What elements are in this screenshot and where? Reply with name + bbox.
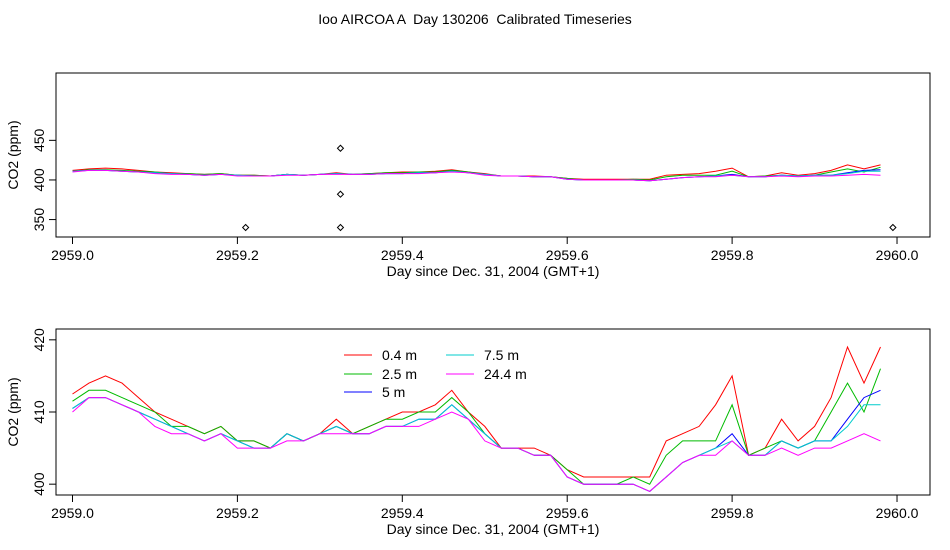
page-title: Ioo AIRCOA A Day 130206 Calibrated Times…	[318, 11, 632, 27]
x-tick-label: 2959.0	[51, 247, 94, 263]
x-tick-label: 2959.4	[381, 247, 424, 263]
legend-label: 7.5 m	[484, 347, 519, 363]
y-tick-label: 410	[31, 400, 47, 424]
x-tick-label: 2959.6	[546, 505, 589, 521]
y-axis-title: CO2 (ppm)	[5, 377, 21, 446]
legend-label: 5 m	[382, 384, 405, 400]
x-axis-title: Day since Dec. 31, 2004 (GMT+1)	[387, 521, 600, 537]
x-tick-label: 2959.8	[711, 247, 754, 263]
outlier-point	[336, 190, 345, 198]
x-tick-label: 2959.2	[216, 505, 259, 521]
series-line-7_5m	[72, 169, 881, 182]
x-tick-label: 2959.8	[711, 505, 754, 521]
chart-panel-bottom: 2959.0 2959.2 2959.4 2959.6 2959.8 2960.0 Day …	[5, 328, 931, 537]
x-tick-label: 2959.6	[546, 247, 589, 263]
x-axis-title: Day since Dec. 31, 2004 (GMT+1)	[387, 263, 600, 279]
series-line-5m	[72, 169, 881, 182]
series-line-7_5m	[72, 397, 881, 492]
y-tick-label: 350	[31, 208, 47, 232]
series-line-24_4m	[72, 397, 881, 492]
outlier-point	[336, 144, 345, 152]
series-line-2_5m	[72, 368, 881, 485]
legend-label: 2.5 m	[382, 366, 417, 382]
series-line-5m	[72, 389, 881, 492]
y-tick-label: 450	[31, 128, 47, 152]
x-tick-label: 2959.0	[51, 505, 94, 521]
series-line-24_4m	[72, 169, 881, 182]
x-tick-label: 2960.0	[876, 247, 919, 263]
outlier-point	[889, 223, 897, 232]
x-tick-label: 2959.2	[216, 247, 259, 263]
plot-frame	[55, 72, 931, 238]
chart-panel-top: 2959.0 2959.2 2959.4 2959.6 2959.8 2960.0 Day …	[5, 72, 931, 279]
y-axis-title: CO2 (ppm)	[5, 120, 21, 189]
y-tick-label: 400	[31, 472, 47, 496]
legend-label: 24.4 m	[484, 366, 527, 382]
x-tick-label: 2959.4	[381, 505, 424, 521]
y-tick-label: 400	[31, 168, 47, 192]
y-tick-label: 420	[31, 328, 47, 352]
series-line-0_4m	[72, 345, 881, 478]
outlier-point	[336, 223, 345, 232]
legend-label: 0.4 m	[382, 347, 417, 363]
x-tick-label: 2960.0	[876, 505, 919, 521]
outlier-point	[241, 223, 250, 232]
